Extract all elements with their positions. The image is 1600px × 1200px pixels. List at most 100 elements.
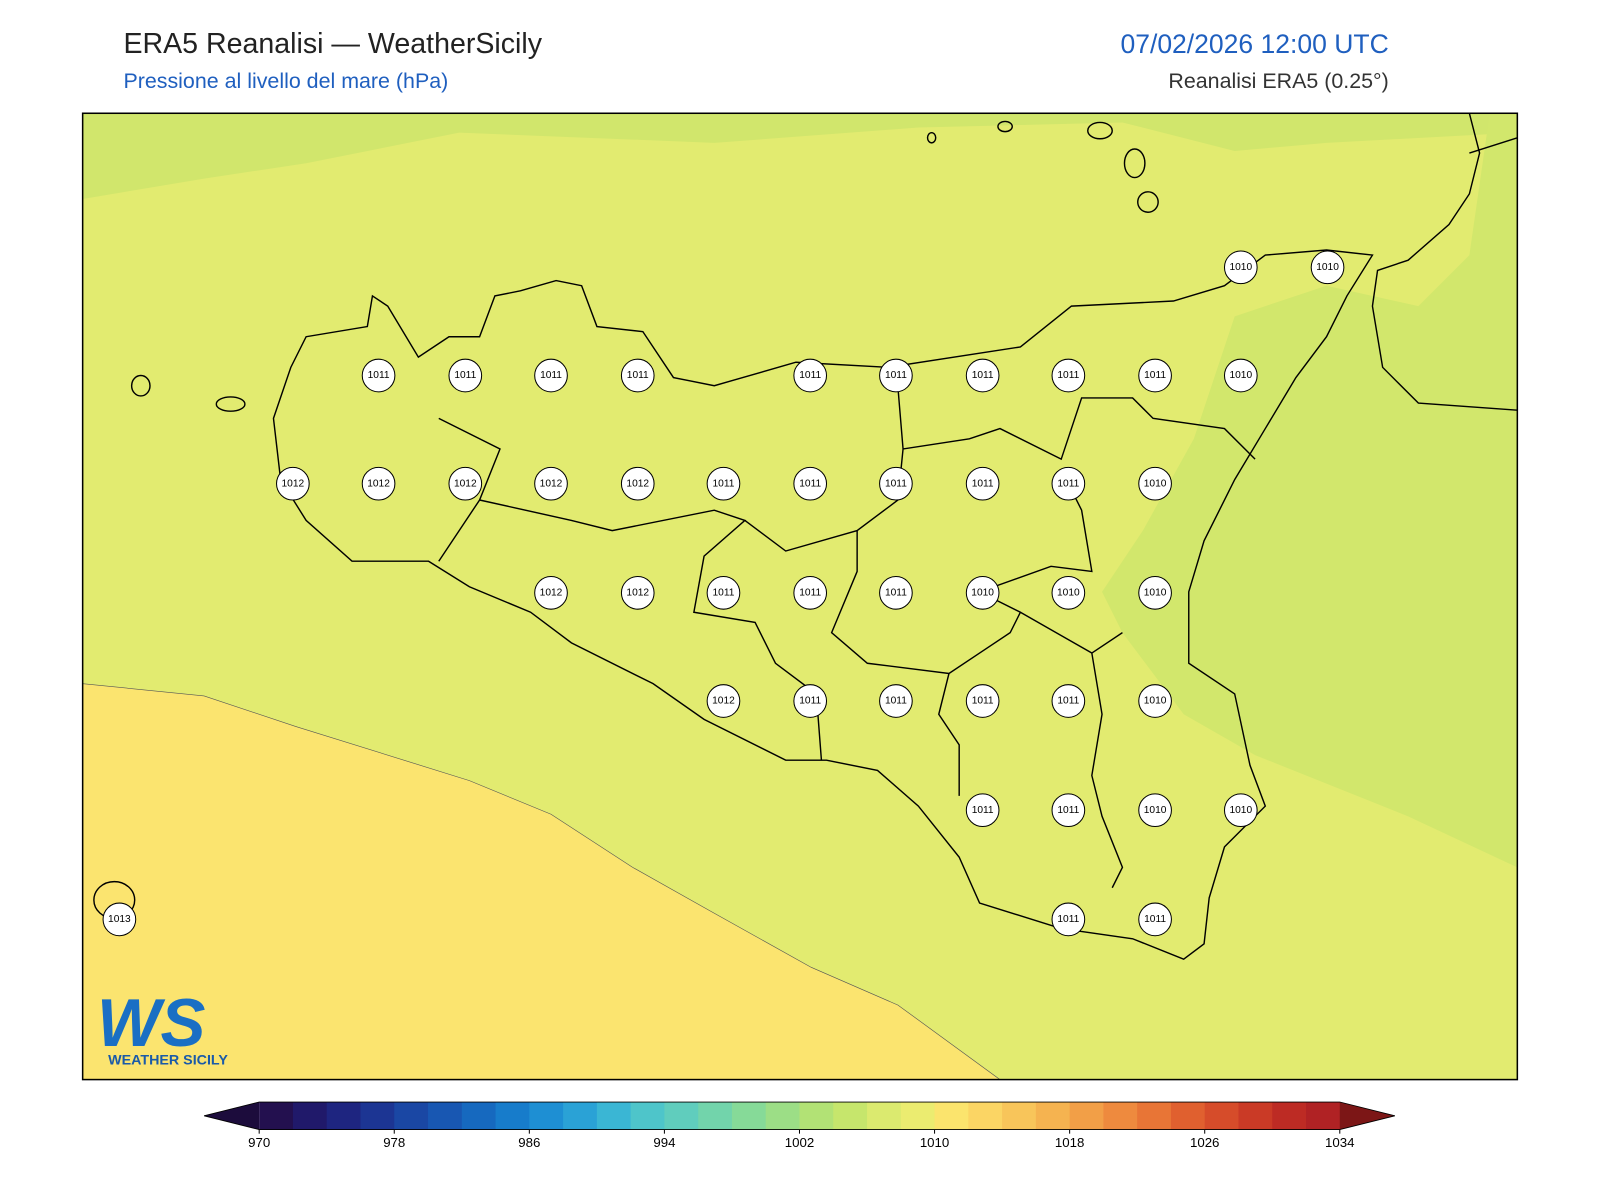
colorbar-cell: [1103, 1102, 1138, 1130]
station-marker: [879, 358, 913, 393]
station-label: 1012: [540, 588, 563, 599]
colorbar-tick-label: 1034: [1325, 1135, 1354, 1150]
colorbar-cell: [495, 1102, 530, 1130]
station-marker: [965, 466, 1000, 501]
map-frame: [81, 112, 1519, 1081]
colorbar-cell: [698, 1102, 733, 1130]
colorbar-extend: [1339, 1102, 1395, 1130]
station-label: 1012: [626, 588, 649, 599]
colorbar-cell: [259, 1102, 294, 1130]
station-marker: [793, 358, 828, 393]
station-label: 1011: [972, 805, 994, 816]
station-marker: [1138, 902, 1172, 937]
station-marker: [879, 466, 913, 501]
station-marker: [1051, 902, 1086, 937]
station-label: 1010: [1057, 588, 1080, 599]
station-marker: [965, 358, 1000, 393]
station-marker: [793, 684, 828, 718]
colorbar-cell: [1306, 1102, 1341, 1130]
coastline: [272, 249, 1374, 960]
station-label: 1011: [1057, 914, 1079, 925]
station-label: 1011: [885, 370, 907, 381]
station-marker: [1138, 793, 1172, 828]
station-marker: [1310, 250, 1345, 285]
colorbar-cell: [1069, 1102, 1104, 1130]
colorbar-cell: [1137, 1102, 1172, 1130]
station-marker: [965, 793, 1000, 828]
colorbar-tick-label: 978: [383, 1135, 405, 1150]
station-marker: [1051, 576, 1086, 610]
station-label: 1010: [1144, 478, 1167, 489]
canvas: ERA5 Reanalisi — WeatherSicily Pressione…: [81, 28, 1519, 1150]
station-marker: [965, 684, 1000, 718]
station-marker: [1138, 576, 1172, 610]
station-marker: [879, 576, 913, 610]
station-label: 1011: [1057, 370, 1079, 381]
station-label: 1013: [108, 914, 131, 925]
station-label: 1012: [454, 478, 477, 489]
colorbar-cell: [394, 1102, 429, 1130]
station-label: 1011: [1057, 478, 1079, 489]
station-marker: [1051, 466, 1086, 501]
station-marker: [361, 358, 396, 393]
colorbar-cell: [1002, 1102, 1037, 1130]
station-label: 1011: [972, 478, 994, 489]
station-marker: [1138, 466, 1172, 501]
station-label: 1010: [1144, 588, 1167, 599]
colorbar-cell: [360, 1102, 395, 1130]
colorbar-tick-label: 1002: [785, 1135, 814, 1150]
station-marker: [965, 576, 1000, 610]
station-marker: [793, 466, 828, 501]
colorbar-cell: [833, 1102, 868, 1130]
station-marker: [1223, 250, 1258, 285]
station-label: 1010: [1316, 262, 1339, 273]
station-label: 1012: [712, 696, 735, 707]
station-label: 1011: [1057, 696, 1079, 707]
colorbar-tick-label: 1018: [1055, 1135, 1084, 1150]
colorbar-cell: [563, 1102, 598, 1130]
station-label: 1011: [799, 478, 821, 489]
station-marker: [879, 684, 913, 718]
colorbar-tick-label: 1010: [920, 1135, 949, 1150]
station-label: 1010: [1229, 262, 1252, 273]
colorbar-tick-label: 970: [248, 1135, 270, 1150]
station-label: 1011: [799, 588, 821, 599]
coastline: [1371, 113, 1518, 411]
station-marker: [620, 466, 655, 501]
colorbar-cell: [1272, 1102, 1307, 1130]
station-label: 1012: [282, 478, 305, 489]
station-marker: [1051, 793, 1086, 828]
map: 1010 1010 1011 1011 1011 1011 1011 1011 1011 1011…: [82, 113, 1518, 1080]
logo: WS WEATHER SICILY: [97, 986, 228, 1068]
colorbar-cell: [630, 1102, 665, 1130]
station-marker: [706, 684, 741, 718]
colorbar-cell: [1204, 1102, 1239, 1130]
station-label: 1011: [972, 696, 994, 707]
colorbar-cell: [326, 1102, 361, 1130]
station-marker: [102, 902, 137, 937]
field-zone: [82, 113, 1518, 199]
colorbar-cell: [1170, 1102, 1206, 1130]
station-marker: [793, 576, 828, 610]
station-label: 1012: [626, 478, 649, 489]
station-label: 1011: [885, 588, 907, 599]
station-marker: [1051, 684, 1086, 718]
station-labels: 1010 1010 1011 1011 1011 1011 1011 1011 1011 1011…: [102, 250, 1345, 937]
station-marker: [1223, 793, 1258, 828]
station-label: 1011: [885, 478, 907, 489]
station-label: 1012: [540, 478, 563, 489]
logo-text: WEATHER SICILY: [108, 1052, 228, 1068]
station-marker: [1138, 684, 1172, 718]
colorbar-cell: [968, 1102, 1003, 1130]
station-marker: [361, 466, 396, 501]
station-marker: [276, 466, 310, 501]
station-marker: [1051, 358, 1086, 393]
station-marker: [534, 466, 568, 501]
station-label: 1011: [885, 696, 907, 707]
field-zone: [82, 683, 1001, 1080]
station-label: 1010: [971, 588, 994, 599]
station-marker: [706, 576, 741, 610]
station-marker: [448, 358, 483, 393]
colorbar-cell: [731, 1102, 767, 1130]
